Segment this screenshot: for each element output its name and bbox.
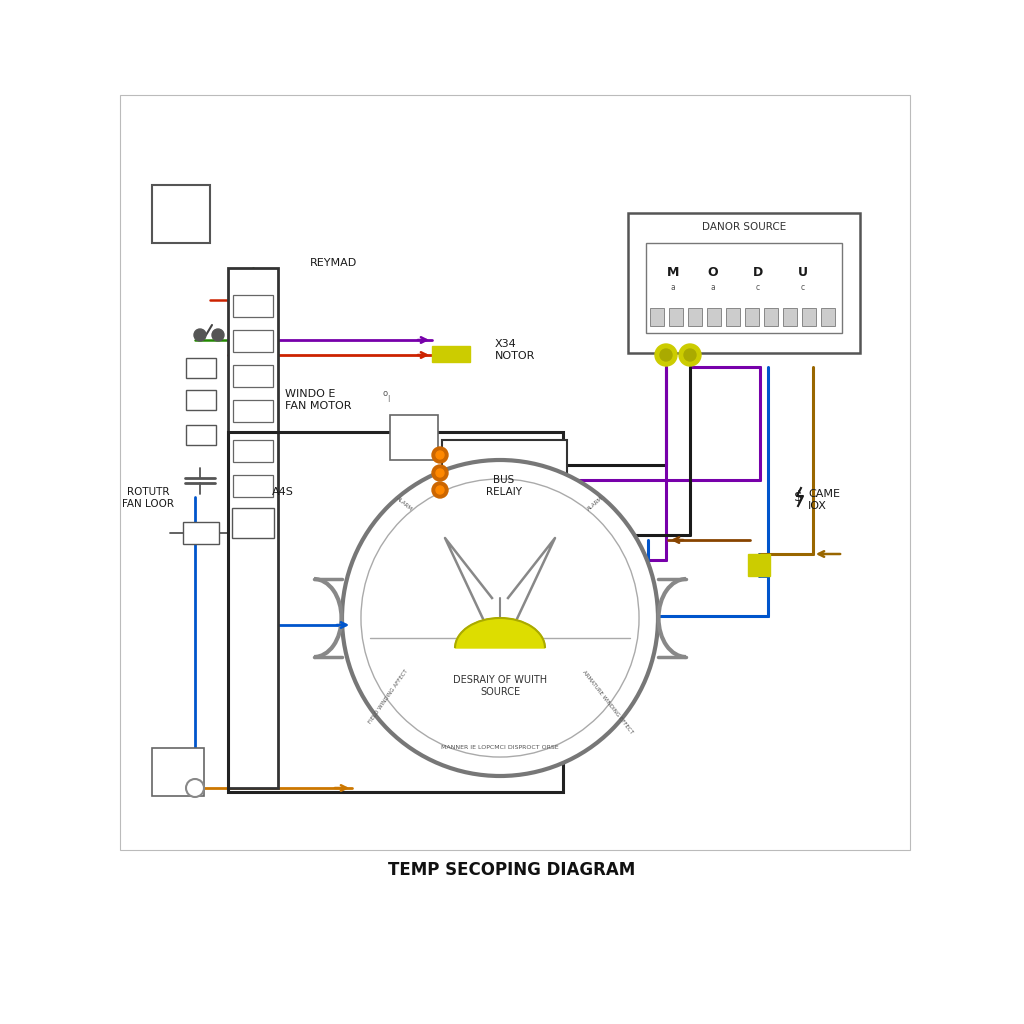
Circle shape (194, 329, 206, 341)
Bar (442, 440, 567, 532)
Circle shape (432, 447, 449, 463)
Bar (186, 358, 216, 378)
Text: CAME
IOX: CAME IOX (808, 489, 840, 511)
Bar (233, 365, 273, 387)
Text: TEMP SECOPING DIAGRAM: TEMP SECOPING DIAGRAM (388, 861, 636, 879)
Bar (390, 415, 438, 460)
Bar (120, 95, 910, 850)
Text: FIELD WINDING AFFECT: FIELD WINDING AFFECT (368, 669, 409, 724)
Bar (232, 508, 274, 538)
Text: REYMAD: REYMAD (310, 258, 357, 268)
Circle shape (679, 344, 701, 366)
Circle shape (361, 479, 639, 757)
Bar (228, 268, 278, 788)
Text: c: c (756, 284, 760, 293)
Circle shape (660, 349, 672, 361)
Text: |: | (387, 395, 389, 402)
Bar (233, 440, 273, 462)
Circle shape (432, 482, 449, 498)
Bar (650, 308, 664, 326)
Bar (152, 748, 204, 796)
Bar (646, 243, 842, 333)
Text: M: M (667, 266, 679, 280)
Text: MANNER IE LOPCMCI DISPROCT ORSE: MANNER IE LOPCMCI DISPROCT ORSE (441, 745, 559, 750)
Text: DANOR SOURCE: DANOR SOURCE (701, 222, 786, 232)
Bar (707, 308, 721, 326)
Bar (233, 400, 273, 422)
Bar (183, 522, 219, 544)
Circle shape (212, 329, 224, 341)
Bar (783, 308, 797, 326)
Text: D: D (753, 266, 763, 280)
Bar (233, 330, 273, 352)
Text: ALARM: ALARM (395, 497, 414, 512)
Bar (186, 390, 216, 410)
Text: X34
NOTOR: X34 NOTOR (495, 339, 536, 360)
Text: DESRAIY OF WUITH
SOURCE: DESRAIY OF WUITH SOURCE (453, 675, 547, 696)
Circle shape (436, 451, 444, 459)
Text: ROTUTR
FAN LOOR: ROTUTR FAN LOOR (122, 487, 174, 509)
Bar (726, 308, 740, 326)
Bar (628, 213, 860, 353)
Bar (802, 308, 816, 326)
Bar (228, 432, 563, 792)
Bar (821, 308, 835, 326)
Circle shape (655, 344, 677, 366)
Text: WINDO E
FAN MOTOR: WINDO E FAN MOTOR (285, 389, 351, 411)
Polygon shape (455, 618, 545, 648)
Bar (233, 295, 273, 317)
Text: ALARM: ALARM (587, 497, 604, 512)
Text: O: O (708, 266, 718, 280)
Bar (186, 425, 216, 445)
Bar (764, 308, 778, 326)
Text: o: o (382, 388, 387, 397)
Circle shape (436, 469, 444, 477)
Circle shape (432, 465, 449, 481)
Bar (688, 308, 702, 326)
Circle shape (186, 779, 204, 797)
Text: BUS
RELAIY: BUS RELAIY (486, 475, 522, 497)
Bar (745, 308, 759, 326)
Text: A4S: A4S (272, 487, 294, 497)
Text: a: a (711, 284, 716, 293)
Text: a: a (671, 284, 676, 293)
Text: $: $ (794, 490, 803, 504)
Text: U: U (798, 266, 808, 280)
Circle shape (342, 460, 658, 776)
Text: ARMATURE WINDING EFFECT: ARMATURE WINDING EFFECT (582, 670, 634, 734)
Bar (233, 475, 273, 497)
Circle shape (684, 349, 696, 361)
Bar (748, 554, 770, 575)
Text: c: c (801, 284, 805, 293)
Bar (152, 185, 210, 243)
Bar (669, 308, 683, 326)
Circle shape (436, 486, 444, 494)
Bar (432, 346, 470, 362)
